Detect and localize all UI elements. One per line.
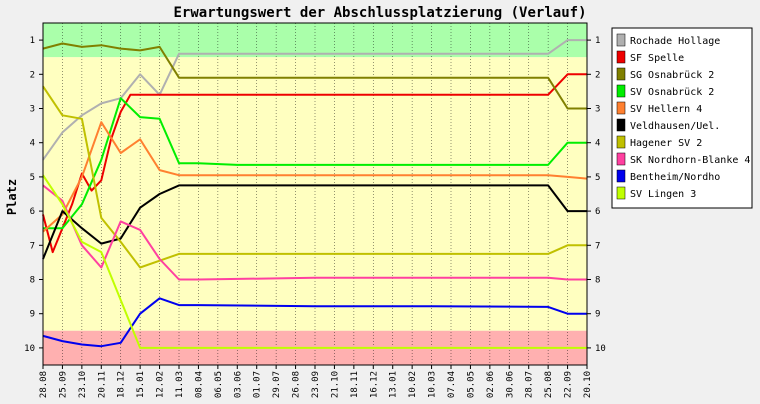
x-tick-label: 10.02: [408, 371, 418, 398]
y-tick-label-right: 9: [595, 310, 600, 320]
x-tick-label: 23.09: [311, 371, 321, 398]
y-tick-label-right: 2: [595, 70, 600, 80]
legend-box: [611, 27, 753, 209]
x-tick-label: 20.10: [583, 371, 593, 398]
legend-swatch: [616, 67, 626, 81]
x-tick-label: 13.01: [389, 371, 399, 398]
series-group: [42, 39, 588, 349]
band-0: [43, 23, 587, 58]
legend-swatch: [616, 135, 626, 149]
legend-entry: SV Hellern 4: [630, 104, 702, 115]
y-tick-label-right: 4: [595, 139, 600, 149]
x-tick-label: 29.07: [272, 371, 282, 398]
y-tick-label-right: 6: [595, 207, 600, 217]
x-tick-label: 30.06: [505, 371, 515, 398]
legend-entry: SV Osnabrück 2: [630, 87, 714, 98]
legend-swatch: [616, 101, 626, 115]
x-tick-label: 26.08: [292, 371, 302, 398]
x-tick-label: 03.06: [233, 371, 243, 398]
x-tick-label: 07.04: [447, 371, 457, 398]
chart-title: Erwartungswert der Abschlussplatzierung …: [173, 5, 586, 21]
legend-entry: Hagener SV 2: [630, 138, 702, 149]
series-line-9: [42, 297, 587, 348]
x-tick-label: 18.12: [117, 371, 127, 398]
x-tick-label: 18.11: [350, 371, 360, 398]
legend-entry: Veldhausen/Uel.: [630, 121, 720, 132]
series-line-5: [42, 121, 588, 233]
legend-entry: SG Osnabrück 2: [630, 70, 714, 81]
y-tick-label-left: 2: [30, 70, 35, 80]
x-tick-label: 05.05: [466, 371, 476, 398]
legend: Rochade Hollage SF Spelle SG Osnabrück 2 SV…: [611, 27, 753, 209]
y-tick-label-right: 10: [595, 344, 606, 354]
y-tick-label-left: 7: [30, 241, 35, 251]
y-tick-label-left: 1: [30, 36, 35, 46]
series-line-3: [42, 42, 587, 110]
x-tick-label: 15.01: [136, 371, 146, 398]
legend-entry: SF Spelle: [630, 53, 684, 64]
y-tick-label-left: 10: [24, 344, 35, 354]
x-tick-label: 11.03: [175, 371, 185, 398]
x-tick-label: 12.02: [156, 371, 166, 398]
y-tick-label-left: 5: [30, 173, 35, 183]
legend-swatch: [616, 84, 626, 98]
series-line-6: [42, 184, 587, 260]
x-tick-label: 08.04: [194, 371, 204, 398]
legend-swatch: [616, 186, 626, 200]
y-axis-label: Platz: [5, 179, 19, 215]
y-tick-label-right: 1: [595, 36, 600, 46]
x-tick-label: 28.07: [525, 371, 535, 398]
x-tick-label: 22.09: [564, 371, 574, 398]
x-tick-label: 01.07: [253, 371, 263, 398]
y-tick-labels: 1 1 2 2 3 3 4 4 5 5 6 6 7 7 8 8 9 9 10 10: [24, 36, 606, 354]
y-tick-label-left: 6: [30, 207, 35, 217]
x-tick-label: 20.11: [97, 371, 107, 398]
legend-swatch: [616, 50, 626, 64]
y-tick-label-left: 4: [30, 139, 35, 149]
y-tick-label-left: 8: [30, 276, 35, 286]
y-tick-label-right: 5: [595, 173, 600, 183]
series-line-1: [42, 39, 587, 161]
series-line-10: [42, 174, 587, 349]
y-tick-label-left: 9: [30, 310, 35, 320]
x-tick-label: 21.10: [330, 371, 340, 398]
x-tick-label: 16.12: [369, 371, 379, 398]
legend-entry: SK Nordhorn-Blanke 4: [630, 155, 750, 166]
legend-entry: Bentheim/Nordho: [630, 172, 720, 183]
legend-swatch: [616, 152, 626, 166]
y-tick-label-right: 7: [595, 241, 600, 251]
legend-swatch: [616, 33, 626, 47]
y-tick-label-right: 3: [595, 105, 600, 115]
x-tick-label: 02.06: [486, 371, 496, 398]
series-line-8: [42, 184, 587, 281]
series-line-4: [43, 97, 587, 230]
legend-swatch: [616, 169, 626, 183]
x-tick-label: 23.10: [78, 371, 88, 398]
y-tick-label-left: 3: [30, 105, 35, 115]
x-tick-labels: 28.08 25.09 23.10 20.11 18.12 15.01 12.02 11.03…: [39, 365, 593, 398]
legend-swatch: [616, 118, 626, 132]
x-tick-label: 25.08: [544, 371, 554, 398]
x-tick-label: 28.08: [39, 371, 49, 398]
y-tick-label-right: 8: [595, 276, 600, 286]
x-tick-label: 10.03: [428, 371, 438, 398]
background-bands: [43, 23, 587, 365]
x-tick-label: 25.09: [58, 371, 68, 398]
legend-entry: SV Lingen 3: [630, 189, 696, 200]
x-tick-label: 06.05: [214, 371, 224, 398]
legend-entry: Rochade Hollage: [630, 36, 720, 47]
series-line-7: [42, 85, 587, 269]
